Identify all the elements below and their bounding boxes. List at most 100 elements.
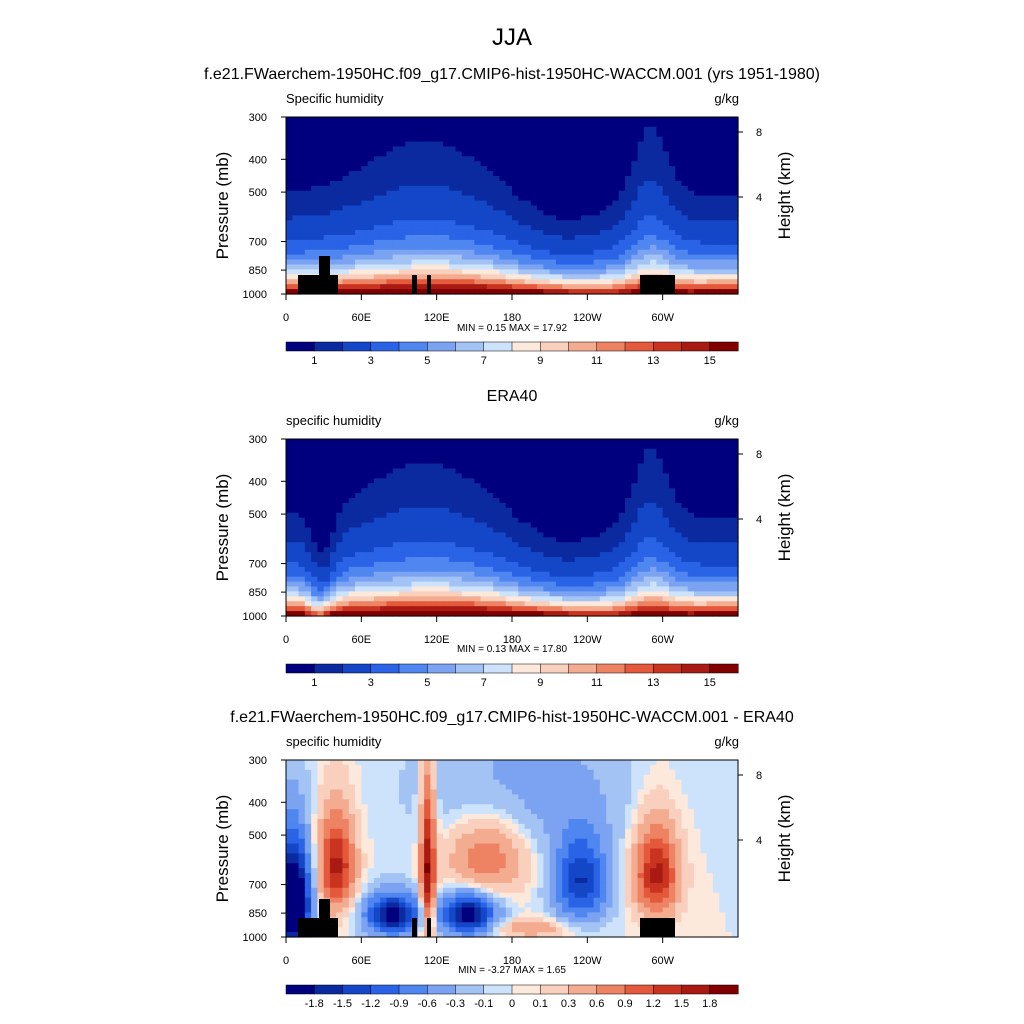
contour-cell bbox=[480, 259, 488, 266]
contour-cell bbox=[461, 537, 469, 543]
contour-cell bbox=[706, 512, 714, 519]
contour-cell bbox=[549, 171, 557, 177]
contour-cell bbox=[361, 220, 369, 226]
contour-cell bbox=[468, 561, 475, 568]
contour-cell bbox=[530, 121, 538, 128]
contour-cell bbox=[668, 151, 676, 157]
contour-cell bbox=[706, 483, 714, 489]
contour-cell bbox=[568, 284, 576, 290]
contour-cell bbox=[468, 532, 475, 538]
contour-cell bbox=[436, 473, 444, 479]
contour-cell bbox=[530, 220, 538, 226]
contour-cell bbox=[587, 458, 595, 465]
contour-cell bbox=[662, 561, 670, 568]
contour-cell bbox=[449, 537, 457, 543]
contour-cell bbox=[493, 151, 501, 157]
contour-cell bbox=[304, 443, 312, 450]
contour-cell bbox=[625, 483, 632, 489]
contour-cell bbox=[342, 453, 350, 460]
contour-cell bbox=[436, 136, 444, 143]
contour-cell bbox=[694, 190, 701, 197]
contour-cell bbox=[587, 146, 595, 153]
contour-cell bbox=[468, 576, 475, 583]
contour-cell bbox=[731, 274, 739, 280]
contour-cell bbox=[286, 532, 293, 538]
contour-cell bbox=[373, 498, 381, 504]
contour-cell bbox=[637, 254, 645, 261]
contour-cell bbox=[555, 230, 563, 236]
contour-cell bbox=[348, 166, 356, 172]
contour-cell bbox=[405, 259, 413, 266]
contour-cell bbox=[329, 259, 337, 266]
contour-cell bbox=[411, 507, 419, 514]
contour-cell bbox=[329, 596, 337, 602]
contour-cell bbox=[367, 249, 375, 256]
contour-cell bbox=[662, 156, 670, 162]
contour-cell bbox=[405, 136, 413, 143]
contour-cell bbox=[681, 527, 689, 534]
contour-cell bbox=[417, 448, 425, 455]
contour-cell bbox=[304, 210, 312, 216]
contour-cell bbox=[687, 171, 695, 177]
contour-cell bbox=[719, 190, 727, 197]
contour-cell bbox=[681, 443, 689, 450]
contour-cell bbox=[505, 244, 513, 251]
contour-cell bbox=[524, 458, 532, 465]
contour-cell bbox=[355, 527, 362, 534]
contour-cell bbox=[681, 507, 689, 514]
contour-cell bbox=[442, 176, 450, 182]
contour-cell bbox=[650, 463, 657, 470]
contour-cell bbox=[574, 254, 582, 261]
contour-cell bbox=[493, 448, 501, 455]
contour-cell bbox=[461, 151, 469, 157]
contour-cell bbox=[342, 561, 350, 568]
contour-cell bbox=[581, 156, 588, 162]
contour-cell bbox=[342, 557, 350, 563]
contour-cell bbox=[417, 235, 425, 241]
contour-cell bbox=[574, 141, 582, 148]
contour-cell bbox=[524, 502, 532, 509]
contour-cell bbox=[687, 117, 695, 123]
contour-cell bbox=[712, 180, 720, 187]
contour-cell bbox=[392, 581, 400, 588]
contour-cell bbox=[392, 161, 400, 167]
contour-cell bbox=[392, 483, 400, 489]
contour-cell bbox=[373, 230, 381, 236]
contour-cell bbox=[505, 453, 513, 460]
contour-cell bbox=[537, 156, 544, 162]
contour-cell bbox=[637, 493, 645, 499]
contour-cell bbox=[355, 249, 362, 256]
contour-cell bbox=[392, 190, 400, 197]
contour-cell bbox=[650, 458, 657, 465]
contour-cell bbox=[342, 289, 350, 295]
topography-mask bbox=[640, 275, 675, 294]
contour-cell bbox=[731, 210, 739, 216]
contour-cell bbox=[537, 161, 544, 167]
contour-cell bbox=[618, 498, 626, 504]
contour-cell bbox=[468, 161, 475, 167]
contour-cell bbox=[373, 180, 381, 187]
contour-cell bbox=[694, 279, 701, 285]
colorbar-swatch bbox=[596, 341, 626, 352]
contour-cell bbox=[687, 576, 695, 583]
contour-cell bbox=[430, 205, 438, 212]
contour-cell bbox=[725, 468, 733, 475]
contour-cell bbox=[474, 176, 482, 182]
contour-cell bbox=[505, 121, 513, 128]
contour-cell bbox=[499, 166, 507, 172]
contour-cell bbox=[731, 512, 739, 519]
contour-cell bbox=[543, 146, 551, 153]
contour-cell bbox=[568, 473, 576, 479]
contour-cell bbox=[348, 274, 356, 280]
contour-cell bbox=[323, 542, 331, 548]
contour-cell bbox=[317, 596, 325, 602]
contour-cell bbox=[625, 537, 632, 543]
contour-cell bbox=[342, 502, 350, 509]
contour-cell bbox=[304, 121, 312, 128]
contour-cell bbox=[612, 225, 620, 231]
contour-cell bbox=[537, 547, 544, 553]
contour-cell bbox=[480, 180, 488, 187]
contour-cell bbox=[530, 269, 538, 275]
contour-cell bbox=[361, 279, 369, 285]
contour-cell bbox=[712, 284, 720, 290]
